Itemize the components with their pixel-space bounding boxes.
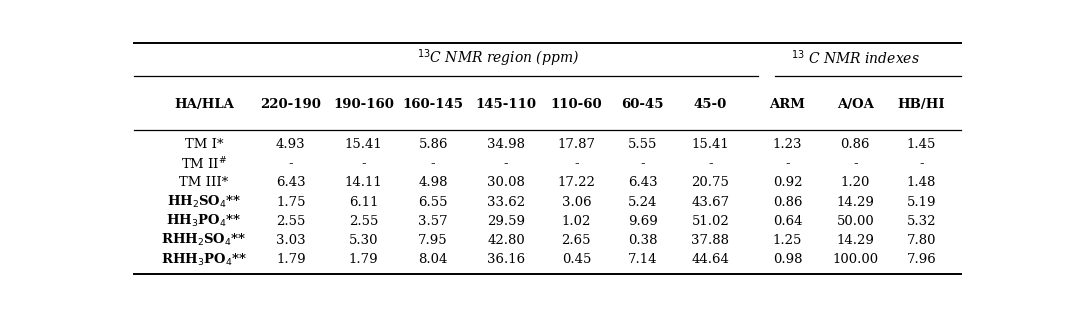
Text: TM II$^{\#}$: TM II$^{\#}$	[180, 155, 227, 172]
Text: 20.75: 20.75	[691, 176, 729, 189]
Text: 3.57: 3.57	[419, 215, 447, 228]
Text: 5.30: 5.30	[349, 234, 378, 247]
Text: -: -	[785, 157, 789, 170]
Text: 1.25: 1.25	[772, 234, 802, 247]
Text: 30.08: 30.08	[487, 176, 524, 189]
Text: 36.16: 36.16	[487, 253, 525, 266]
Text: 0.38: 0.38	[628, 234, 657, 247]
Text: 160-145: 160-145	[403, 98, 464, 111]
Text: 0.86: 0.86	[841, 138, 870, 151]
Text: 5.86: 5.86	[419, 138, 447, 151]
Text: 100.00: 100.00	[832, 253, 878, 266]
Text: -: -	[504, 157, 508, 170]
Text: TM III*: TM III*	[179, 176, 229, 189]
Text: 8.04: 8.04	[419, 253, 447, 266]
Text: 6.43: 6.43	[628, 176, 657, 189]
Text: HH$_3$PO$_4$**: HH$_3$PO$_4$**	[167, 213, 241, 229]
Text: A/OA: A/OA	[837, 98, 874, 111]
Text: 51.02: 51.02	[692, 215, 729, 228]
Text: HA/HLA: HA/HLA	[174, 98, 234, 111]
Text: 0.98: 0.98	[772, 253, 802, 266]
Text: 1.45: 1.45	[907, 138, 937, 151]
Text: 6.11: 6.11	[349, 196, 378, 208]
Text: 3.03: 3.03	[276, 234, 305, 247]
Text: 44.64: 44.64	[691, 253, 729, 266]
Text: HH$_2$SO$_4$**: HH$_2$SO$_4$**	[167, 194, 241, 210]
Text: 190-160: 190-160	[333, 98, 394, 111]
Text: -: -	[708, 157, 712, 170]
Text: -: -	[288, 157, 293, 170]
Text: RHH$_3$PO$_4$**: RHH$_3$PO$_4$**	[161, 251, 247, 268]
Text: 17.22: 17.22	[557, 176, 595, 189]
Text: $^{13}$ C NMR indexes: $^{13}$ C NMR indexes	[791, 49, 920, 67]
Text: 4.98: 4.98	[419, 176, 447, 189]
Text: ARM: ARM	[769, 98, 805, 111]
Text: 0.64: 0.64	[772, 215, 802, 228]
Text: 2.55: 2.55	[349, 215, 378, 228]
Text: 14.29: 14.29	[836, 196, 875, 208]
Text: 145-110: 145-110	[475, 98, 536, 111]
Text: 5.55: 5.55	[628, 138, 657, 151]
Text: -: -	[920, 157, 924, 170]
Text: 15.41: 15.41	[345, 138, 382, 151]
Text: -: -	[574, 157, 579, 170]
Text: 42.80: 42.80	[487, 234, 524, 247]
Text: 14.29: 14.29	[836, 234, 875, 247]
Text: 110-60: 110-60	[550, 98, 602, 111]
Text: 15.41: 15.41	[692, 138, 729, 151]
Text: 14.11: 14.11	[345, 176, 382, 189]
Text: 1.48: 1.48	[907, 176, 937, 189]
Text: 37.88: 37.88	[691, 234, 729, 247]
Text: 7.96: 7.96	[907, 253, 937, 266]
Text: 1.23: 1.23	[772, 138, 802, 151]
Text: RHH$_2$SO$_4$**: RHH$_2$SO$_4$**	[161, 232, 247, 248]
Text: 2.65: 2.65	[562, 234, 591, 247]
Text: 1.20: 1.20	[841, 176, 870, 189]
Text: 33.62: 33.62	[487, 196, 525, 208]
Text: 0.92: 0.92	[772, 176, 802, 189]
Text: 1.79: 1.79	[349, 253, 378, 266]
Text: 1.75: 1.75	[276, 196, 305, 208]
Text: -: -	[361, 157, 366, 170]
Text: 7.95: 7.95	[419, 234, 447, 247]
Text: 0.45: 0.45	[562, 253, 591, 266]
Text: 220-190: 220-190	[261, 98, 321, 111]
Text: 50.00: 50.00	[836, 215, 874, 228]
Text: 3.06: 3.06	[562, 196, 591, 208]
Text: 17.87: 17.87	[557, 138, 595, 151]
Text: -: -	[430, 157, 436, 170]
Text: 7.80: 7.80	[907, 234, 937, 247]
Text: 7.14: 7.14	[628, 253, 657, 266]
Text: TM I*: TM I*	[185, 138, 223, 151]
Text: 1.02: 1.02	[562, 215, 591, 228]
Text: 5.32: 5.32	[907, 215, 937, 228]
Text: 6.55: 6.55	[419, 196, 447, 208]
Text: 29.59: 29.59	[487, 215, 525, 228]
Text: 9.69: 9.69	[628, 215, 658, 228]
Text: 5.24: 5.24	[628, 196, 657, 208]
Text: 43.67: 43.67	[691, 196, 729, 208]
Text: 1.79: 1.79	[276, 253, 305, 266]
Text: 6.43: 6.43	[276, 176, 305, 189]
Text: 34.98: 34.98	[487, 138, 525, 151]
Text: -: -	[853, 157, 858, 170]
Text: 2.55: 2.55	[276, 215, 305, 228]
Text: 60-45: 60-45	[622, 98, 664, 111]
Text: 0.86: 0.86	[772, 196, 802, 208]
Text: HB/HI: HB/HI	[898, 98, 945, 111]
Text: 4.93: 4.93	[276, 138, 305, 151]
Text: -: -	[640, 157, 645, 170]
Text: 45-0: 45-0	[694, 98, 727, 111]
Text: 5.19: 5.19	[907, 196, 937, 208]
Text: $^{13}$C NMR region (ppm): $^{13}$C NMR region (ppm)	[417, 47, 579, 69]
